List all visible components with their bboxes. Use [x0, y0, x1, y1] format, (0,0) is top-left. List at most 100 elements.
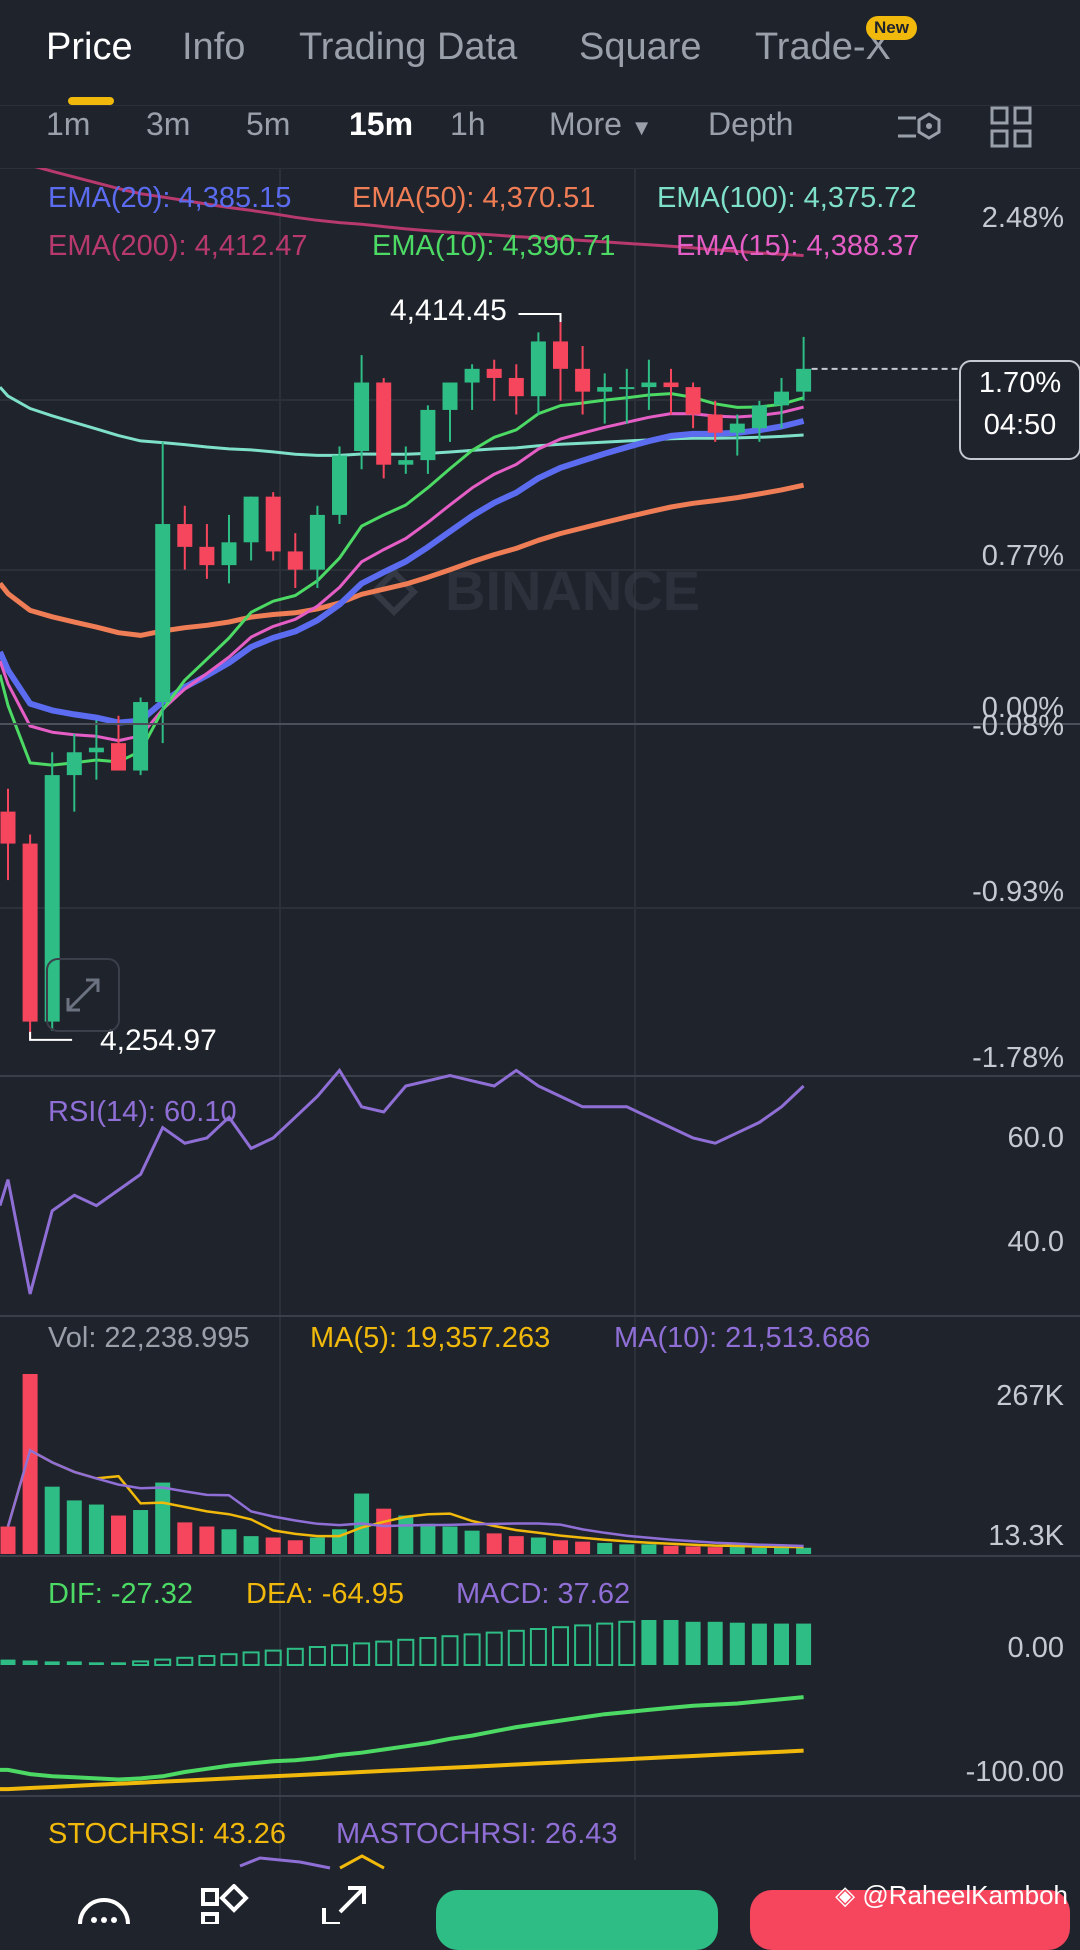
volume-bar [287, 1540, 303, 1554]
expand-icon [66, 978, 100, 1012]
interval-depth[interactable]: Depth [708, 106, 794, 142]
macd-histogram-bar [774, 1623, 789, 1665]
layout-grid-icon[interactable] [990, 106, 1032, 148]
macd-histogram-bar [485, 1631, 503, 1666]
rsi-axis-60: 60.0 [1007, 1122, 1064, 1154]
volume-bar [486, 1533, 502, 1554]
candle-body [309, 514, 325, 570]
macd-histogram-bar [132, 1660, 150, 1667]
volume-bar [774, 1547, 789, 1554]
candle-body [707, 414, 723, 433]
macd-histogram-bar [308, 1646, 326, 1666]
volume-ma10-line [6, 1448, 804, 1548]
macd-histogram-bar [663, 1620, 679, 1665]
stochrsi-label: STOCHRSI: 43.26 [48, 1818, 287, 1850]
tab-square[interactable]: Square [579, 26, 702, 68]
fullscreen-button[interactable] [46, 958, 120, 1032]
macd-histogram-bar [44, 1661, 60, 1665]
volume-bar [221, 1529, 237, 1554]
ema20-label: EMA(20): 4,385.15 [48, 182, 292, 214]
rsi-line [0, 1067, 805, 1295]
candle-body [420, 409, 436, 461]
candle-body [199, 546, 215, 566]
tab-info[interactable]: Info [182, 26, 246, 68]
macd-histogram-bar [397, 1638, 415, 1667]
candle-body [155, 524, 171, 703]
macd-value-label: MACD: 37.62 [456, 1578, 631, 1610]
interval-1h[interactable]: 1h [450, 106, 486, 142]
volume-bar [597, 1543, 613, 1554]
macd-dea-label: DEA: -64.95 [246, 1578, 404, 1610]
macd-histogram-bar [507, 1629, 525, 1667]
candle-body [111, 743, 126, 771]
more-icon[interactable] [76, 1894, 132, 1924]
candle-body [619, 387, 635, 390]
vol-label: Vol: 22,238.995 [48, 1322, 250, 1354]
volume-bar [44, 1486, 60, 1554]
candle-body [332, 455, 347, 515]
candle-body [685, 387, 701, 415]
candle-body [376, 382, 392, 465]
volume-bar [265, 1537, 281, 1554]
share-icon[interactable] [320, 1884, 370, 1924]
indicator-settings-icon[interactable] [896, 110, 942, 144]
volume-bar [442, 1526, 458, 1554]
volume-ma5-line [6, 1448, 804, 1549]
volume-bar [177, 1522, 193, 1554]
volume-bar [155, 1482, 171, 1554]
ema10-label: EMA(10): 4,390.71 [372, 230, 616, 262]
candle-body [553, 341, 568, 369]
axis-label-neg-0-08: -0.08% [972, 710, 1064, 742]
ema15-line [0, 405, 804, 743]
axis-label-neg-1-78: -1.78% [972, 1042, 1064, 1074]
volume-bar [796, 1547, 812, 1554]
macd-histogram-bar [22, 1660, 38, 1665]
candle-body [133, 702, 149, 771]
volume-bar [530, 1537, 546, 1554]
macd-histogram-bar [66, 1661, 82, 1665]
macd-histogram-bar [353, 1642, 371, 1667]
diamond-logo-icon: ◈ [835, 1880, 856, 1910]
volume-bar [729, 1545, 745, 1554]
macd-histogram-bar [796, 1623, 812, 1665]
interval-1m[interactable]: 1m [46, 106, 91, 142]
volume-bar [22, 1374, 38, 1554]
tab-trading-data[interactable]: Trading Data [299, 26, 518, 68]
candle-body [398, 460, 414, 465]
ema50-line [0, 482, 805, 638]
candle-body [641, 382, 657, 388]
interval-more[interactable]: More ▼ [549, 106, 653, 146]
ema200-label: EMA(200): 4,412.47 [48, 230, 308, 262]
volume-bar [0, 1526, 16, 1554]
interval-5m[interactable]: 5m [246, 106, 291, 142]
macd-histogram-bar [729, 1622, 745, 1665]
tab-price[interactable]: Price [46, 26, 133, 68]
ema15-label: EMA(15): 4,388.37 [676, 230, 920, 262]
macd-dea-line [0, 1748, 804, 1792]
candle-body [751, 405, 767, 429]
volume-bar [66, 1500, 82, 1554]
mastochrsi-label: MASTOCHRSI: 26.43 [336, 1818, 618, 1850]
candle-body [774, 391, 789, 406]
interval-15m[interactable]: 15m [349, 106, 414, 142]
macd-histogram-bar [242, 1651, 260, 1667]
low-marker-line [29, 1031, 73, 1041]
candle-body [464, 368, 480, 383]
volume-bar [553, 1540, 568, 1554]
macd-dif-line [0, 1695, 804, 1782]
macd-dif-label: DIF: -27.32 [48, 1578, 194, 1610]
candle-body [66, 752, 82, 776]
macd-axis-neg100: -100.00 [965, 1756, 1064, 1788]
candle-body [575, 368, 591, 392]
grid-icon[interactable] [200, 1884, 250, 1924]
interval-3m[interactable]: 3m [146, 106, 191, 142]
credit-text: @RaheelKamboh [862, 1880, 1068, 1910]
volume-bar [420, 1523, 436, 1554]
price-chart[interactable]: BINANCE [0, 168, 1080, 1870]
mastochrsi-line [239, 1856, 331, 1870]
buy-button[interactable] [436, 1890, 718, 1950]
macd-histogram-bar [419, 1637, 437, 1666]
candle-body [486, 368, 502, 378]
candle-countdown: 04:50 [983, 409, 1057, 441]
candle-body [177, 524, 193, 547]
